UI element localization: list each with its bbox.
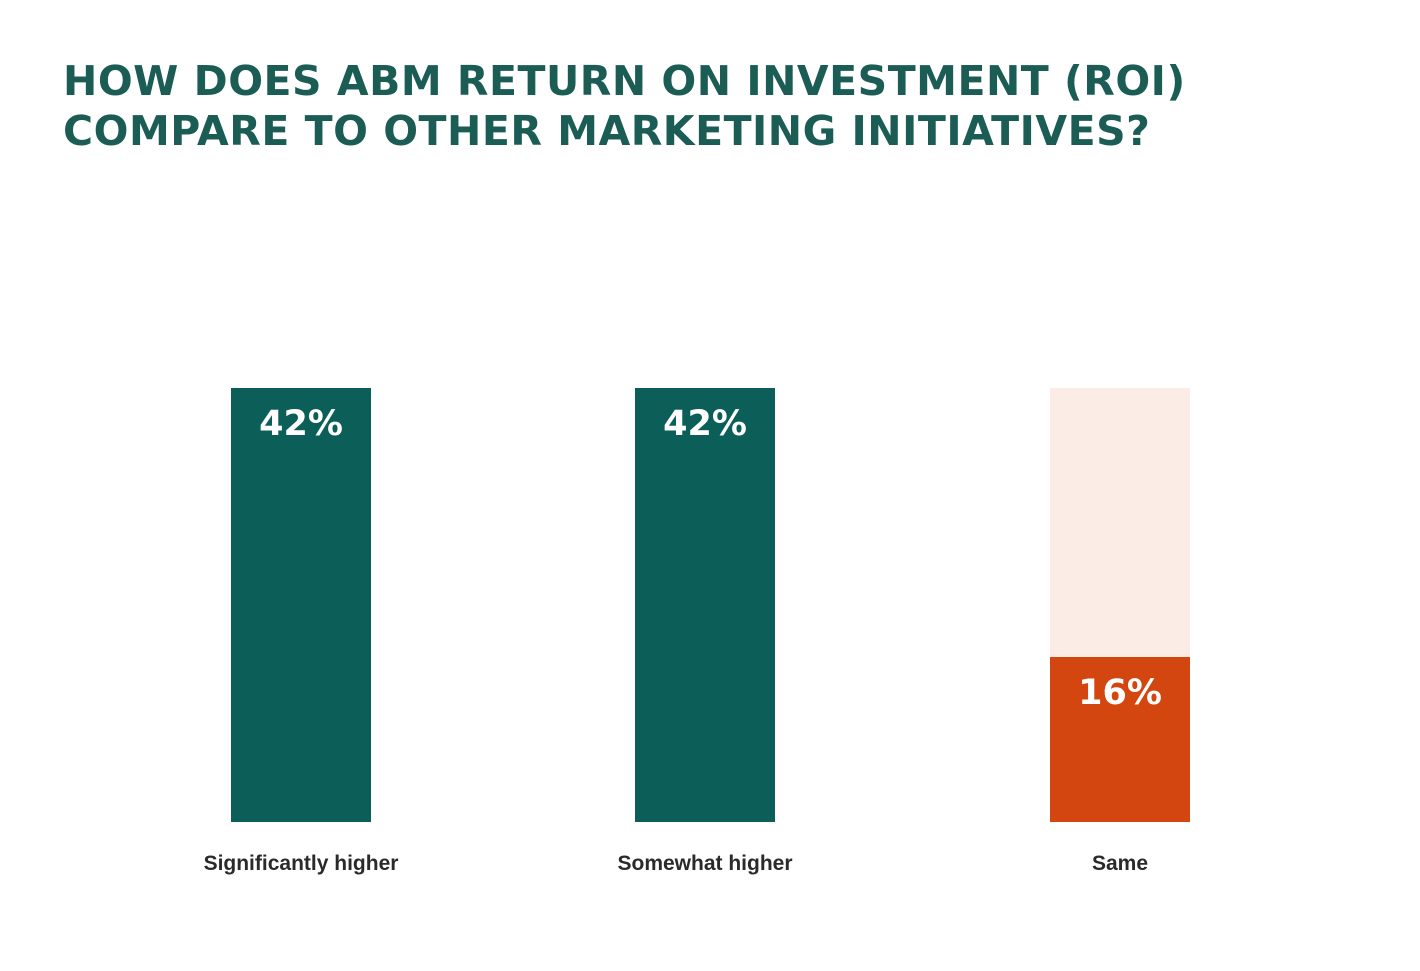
chart-title-line-2: COMPARE TO OTHER MARKETING INITIATIVES?	[63, 107, 1151, 155]
bar-fill: 16%	[1050, 657, 1190, 822]
category-label: Same	[1091, 852, 1149, 875]
chart-title: HOW DOES ABM RETURN ON INVESTMENT (ROI) …	[63, 56, 1313, 156]
category-label: Somewhat higher	[617, 852, 793, 875]
bar-value-label: 42%	[663, 404, 747, 444]
bar-same: 16%	[1050, 388, 1190, 822]
chart-title-line-1: HOW DOES ABM RETURN ON INVESTMENT (ROI)	[63, 57, 1186, 105]
bar-fill: 42%	[635, 388, 775, 822]
bar-value-label: 16%	[1078, 673, 1162, 713]
bar-significantly-higher: 42%	[231, 388, 371, 822]
category-label: Significantly higher	[203, 852, 399, 875]
bar-fill: 42%	[231, 388, 371, 822]
bar-value-label: 42%	[259, 404, 343, 444]
bar-somewhat-higher: 42%	[635, 388, 775, 822]
